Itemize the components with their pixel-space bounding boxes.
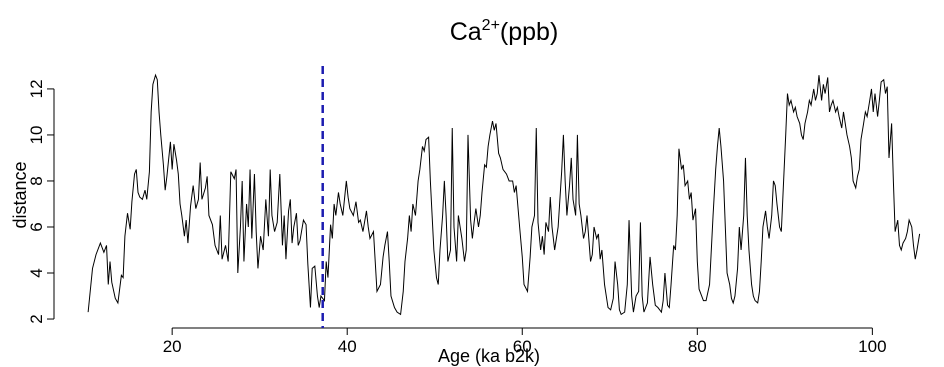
x-tick-label: 40 xyxy=(338,337,357,356)
y-tick-label: 10 xyxy=(27,125,46,144)
x-axis-label: Age (ka b2k) xyxy=(438,346,540,366)
y-tick-label: 4 xyxy=(27,268,46,277)
x-tick-label: 20 xyxy=(163,337,182,356)
y-tick-label: 6 xyxy=(27,222,46,231)
y-axis-label: distance xyxy=(10,161,30,228)
chart-title: Ca2+(ppb) xyxy=(450,17,559,46)
x-tick-label: 80 xyxy=(688,337,707,356)
data-line xyxy=(87,73,921,316)
x-tick-label: 100 xyxy=(858,337,886,356)
y-tick-label: 2 xyxy=(27,314,46,323)
title-part: (ppb) xyxy=(500,18,558,46)
y-tick-label: 8 xyxy=(27,176,46,185)
y-tick-label: 12 xyxy=(27,79,46,98)
title-part: Ca xyxy=(450,18,482,46)
title-part: 2+ xyxy=(482,17,500,34)
x-tick-label: 60 xyxy=(513,337,532,356)
